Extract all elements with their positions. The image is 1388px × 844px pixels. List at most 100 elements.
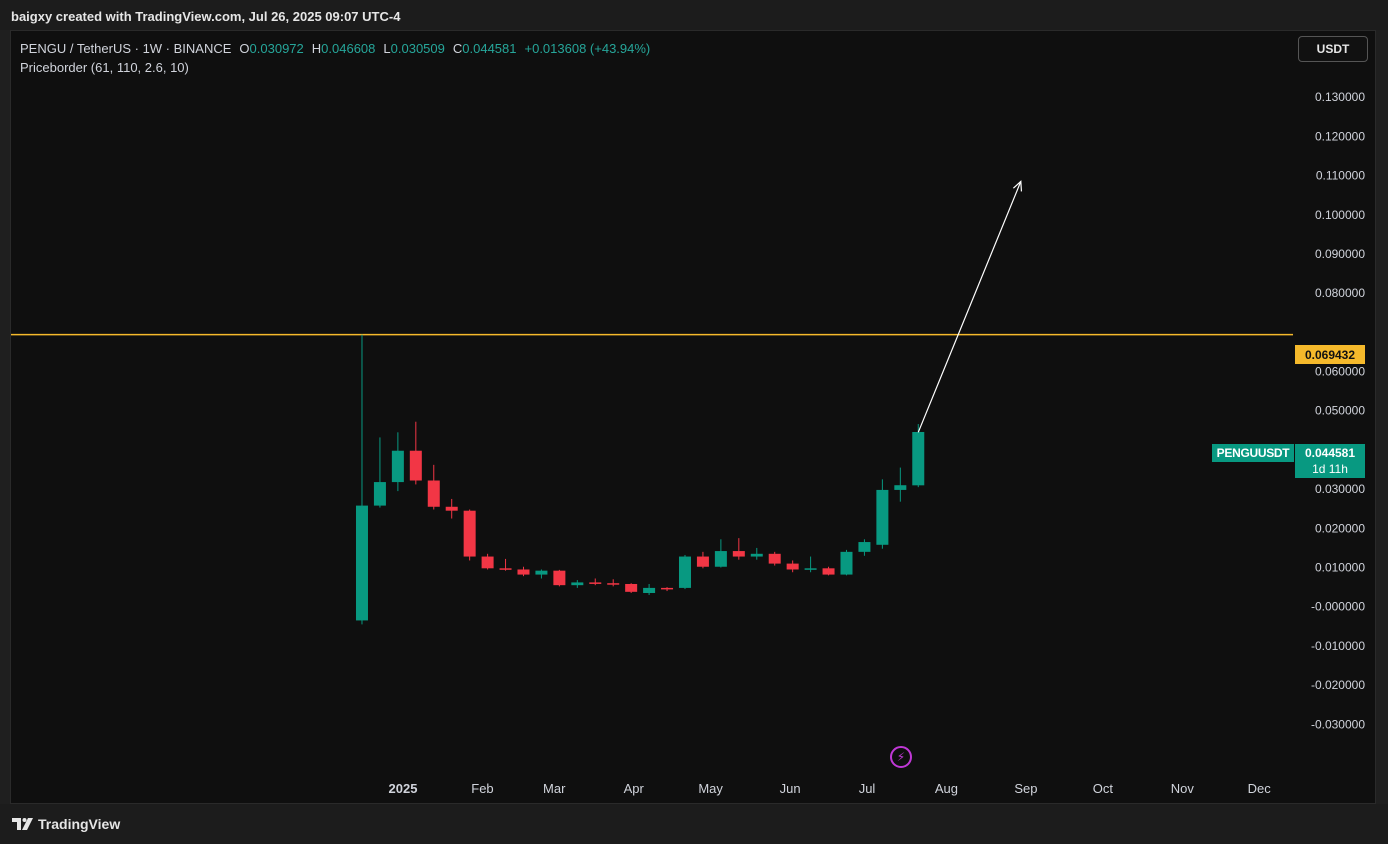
- y-tick-label: 0.100000: [1315, 208, 1365, 222]
- y-tick-label: 0.030000: [1315, 482, 1365, 496]
- lightning-icon[interactable]: ⚡: [890, 746, 912, 768]
- candle-body: [750, 553, 763, 557]
- candle[interactable]: [463, 509, 476, 561]
- arrow-line: [917, 181, 1022, 433]
- candle[interactable]: [571, 580, 584, 588]
- candle[interactable]: [355, 334, 368, 625]
- y-tick-label: 0.120000: [1315, 129, 1365, 143]
- candle[interactable]: [768, 551, 781, 566]
- x-tick-label: Jul: [859, 781, 876, 796]
- candle[interactable]: [391, 432, 404, 492]
- currency-button[interactable]: USDT: [1298, 36, 1368, 62]
- candle[interactable]: [714, 539, 727, 568]
- candle[interactable]: [499, 558, 512, 571]
- y-tick-label: -0.020000: [1311, 678, 1365, 692]
- candle-body: [804, 568, 817, 570]
- candle[interactable]: [804, 556, 817, 573]
- candle-body: [858, 542, 871, 552]
- candle-body: [373, 482, 386, 506]
- candle[interactable]: [732, 538, 745, 560]
- candle[interactable]: [822, 566, 835, 576]
- y-tick-label: -0.000000: [1311, 600, 1365, 614]
- candle[interactable]: [589, 578, 602, 586]
- candle-body: [625, 583, 638, 592]
- candle-body: [786, 563, 799, 570]
- candle[interactable]: [409, 421, 422, 485]
- candle[interactable]: [445, 498, 458, 519]
- indicator-legend[interactable]: Priceborder (61, 110, 2.6, 10): [20, 60, 189, 75]
- trend-arrow[interactable]: [917, 180, 1023, 433]
- y-tick-label: 0.080000: [1315, 286, 1365, 300]
- x-tick-label: May: [698, 781, 723, 796]
- candle-body: [445, 506, 458, 511]
- symbol-tag: PENGUUSDT: [1212, 444, 1294, 462]
- low-label: L: [383, 41, 391, 56]
- close-label: C: [452, 41, 463, 56]
- candle[interactable]: [912, 424, 925, 488]
- candle[interactable]: [750, 547, 763, 560]
- candle[interactable]: [876, 479, 889, 549]
- candle[interactable]: [678, 554, 691, 590]
- top-bar: baigxy created with TradingView.com, Jul…: [0, 0, 1388, 30]
- tradingview-logo-icon: [12, 818, 33, 830]
- candle-body: [822, 568, 835, 575]
- candle-body: [391, 450, 404, 483]
- candle-body: [589, 582, 602, 584]
- bottom-bar: TradingView: [0, 804, 1388, 844]
- close-value: 0.044581: [462, 41, 517, 56]
- x-tick-label: Jun: [780, 781, 801, 796]
- x-tick-label: Aug: [935, 781, 958, 796]
- candlestick-series: [355, 334, 925, 625]
- candle-body: [463, 510, 476, 557]
- candle-body: [714, 551, 727, 567]
- candle-body: [517, 569, 530, 575]
- candle[interactable]: [894, 467, 907, 502]
- candle-body: [355, 505, 368, 621]
- candle[interactable]: [553, 569, 566, 587]
- candle-body: [427, 480, 440, 507]
- candle-body: [678, 556, 691, 588]
- candle[interactable]: [427, 464, 440, 510]
- last-price: 0.044581: [1304, 446, 1356, 460]
- candle[interactable]: [661, 587, 674, 592]
- tradingview-logo[interactable]: TradingView: [12, 816, 120, 832]
- candle-body: [912, 431, 925, 486]
- x-tick-label: Feb: [471, 781, 493, 796]
- time-axis: 2025 Feb Mar Apr May Jun Jul Aug Sep Oct Nov Dec: [389, 781, 1272, 796]
- x-tick-label: Mar: [543, 781, 566, 796]
- candle-body: [661, 587, 674, 590]
- candle-body: [535, 570, 548, 575]
- candle[interactable]: [786, 560, 799, 573]
- candle[interactable]: [858, 539, 871, 556]
- candle[interactable]: [840, 549, 853, 576]
- candle[interactable]: [696, 551, 709, 569]
- y-tick-label: 0.050000: [1315, 404, 1365, 418]
- x-tick-label: Nov: [1171, 781, 1195, 796]
- high-label: H: [311, 41, 322, 56]
- candle[interactable]: [481, 553, 494, 570]
- bar-countdown: 1d 11h: [1312, 462, 1348, 476]
- candle-body: [481, 556, 494, 569]
- candle[interactable]: [373, 437, 386, 508]
- candle-body: [409, 450, 422, 481]
- candle[interactable]: [625, 583, 638, 594]
- chart-legend: PENGU / TetherUS · 1W · BINANCE O 0.0309…: [20, 40, 650, 75]
- price-axis: 0.1400000.1300000.1200000.1100000.100000…: [1311, 51, 1365, 731]
- candle-body: [876, 489, 889, 545]
- candle[interactable]: [535, 569, 548, 579]
- x-tick-label: Sep: [1014, 781, 1037, 796]
- symbol-title[interactable]: PENGU / TetherUS · 1W · BINANCE: [20, 41, 232, 56]
- chart-pane[interactable]: [10, 30, 1376, 804]
- last-price-tag: 0.044581 1d 11h: [1295, 444, 1365, 478]
- candle-body: [571, 582, 584, 586]
- y-tick-label: -0.010000: [1311, 639, 1365, 653]
- high-value: 0.046608: [321, 41, 376, 56]
- candle[interactable]: [607, 579, 620, 587]
- change-value: +0.013608 (+43.94%): [524, 41, 651, 56]
- arrow-head: [1012, 180, 1023, 192]
- tradingview-wordmark: TradingView: [38, 816, 121, 832]
- candle[interactable]: [517, 566, 530, 577]
- candle[interactable]: [643, 583, 656, 595]
- y-tick-label: 0.010000: [1315, 561, 1365, 575]
